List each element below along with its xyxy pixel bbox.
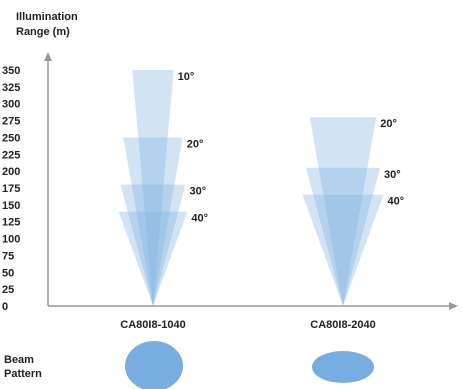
beam-angle-label: 30°	[190, 186, 207, 198]
beam-angle-label: 40°	[387, 196, 404, 208]
y-tick-label: 125	[2, 217, 20, 229]
y-tick-label: 300	[2, 99, 20, 111]
y-tick-label: 200	[2, 166, 20, 178]
category-label: CA80I8-2040	[310, 319, 375, 331]
y-tick-label: 275	[2, 116, 20, 128]
y-tick-label: 150	[2, 200, 20, 212]
y-tick-label: 75	[2, 250, 14, 262]
x-axis-arrow	[449, 302, 458, 310]
beam-angle-label: 20°	[380, 118, 397, 130]
y-tick-label: 250	[2, 132, 20, 144]
beam-cone	[302, 194, 384, 306]
beam-cone	[123, 137, 183, 306]
beam-angle-label: 20°	[187, 138, 204, 150]
beam-cone	[118, 211, 188, 306]
y-tick-label: 350	[2, 65, 20, 77]
y-tick-label: 175	[2, 183, 20, 195]
beam-angle-label: 40°	[191, 213, 208, 225]
y-tick-label: 50	[2, 267, 14, 279]
y-axis-title: Illumination Range (m)	[16, 11, 78, 38]
beam-pattern-circle	[125, 341, 183, 389]
beam-angle-label: 10°	[178, 71, 195, 83]
y-axis-arrow	[44, 52, 52, 61]
y-tick-label: 25	[2, 284, 14, 296]
beam-cone	[305, 167, 381, 306]
y-tick-label: 225	[2, 149, 20, 161]
y-tick-label: 325	[2, 82, 20, 94]
beam-pattern-ellipse	[312, 351, 374, 383]
beam-cone	[309, 117, 377, 306]
beam-pattern-label: Beam Pattern	[4, 354, 42, 380]
category-label: CA80I8-1040	[120, 319, 185, 331]
y-tick-label: 100	[2, 234, 20, 246]
beam-cone	[132, 70, 174, 306]
beam-cone	[120, 184, 186, 306]
beam-angle-label: 30°	[384, 169, 401, 181]
y-tick-label: 0	[2, 301, 8, 313]
